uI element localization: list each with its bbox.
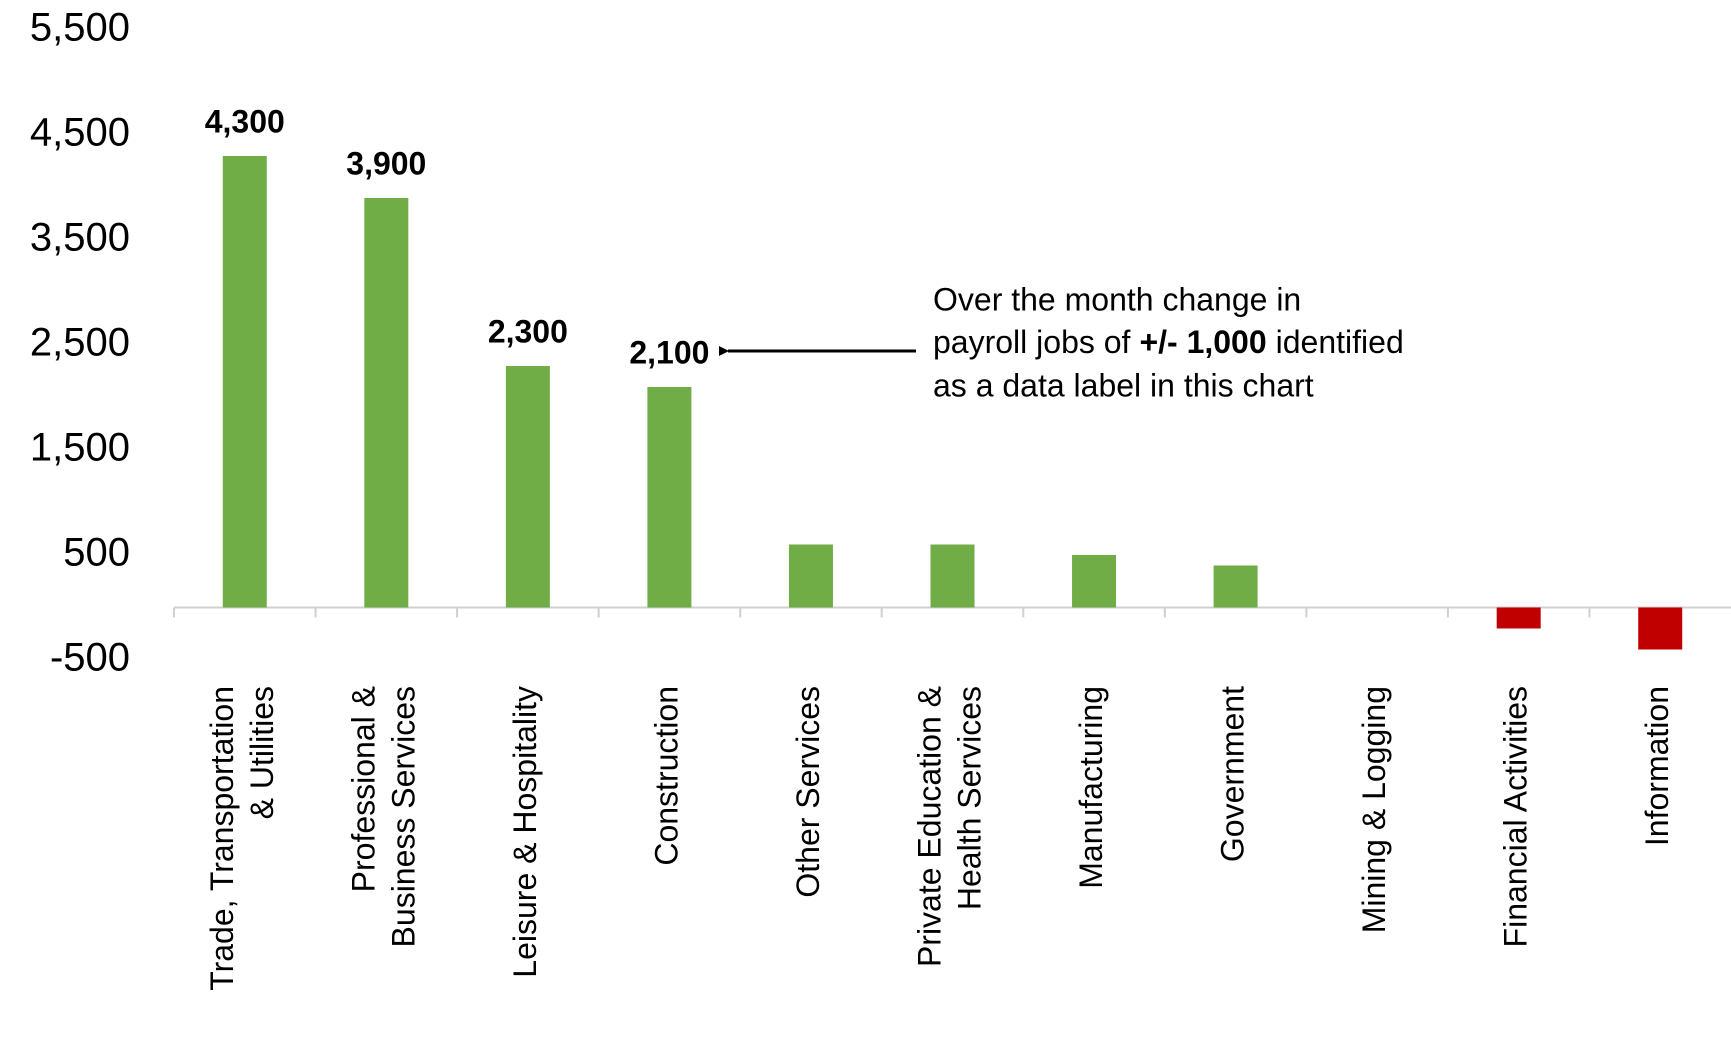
x-tick-label: Government xyxy=(1215,686,1251,862)
y-tick-label: 500 xyxy=(63,531,130,575)
y-tick-label: 1,500 xyxy=(30,426,130,470)
y-tick-label: -500 xyxy=(50,636,130,680)
x-tick-label: Other Services xyxy=(790,686,826,898)
annotation-bold: +/- 1,000 xyxy=(1139,324,1266,360)
bar xyxy=(222,156,267,608)
bar xyxy=(1072,555,1117,608)
x-tick-label: Trade, Transportation & Utilities xyxy=(204,686,280,991)
bar xyxy=(788,544,833,608)
annotation-part: identified xyxy=(1276,324,1404,360)
y-tick-label: 5,500 xyxy=(30,6,130,50)
annotation-line: as a data label in this chart xyxy=(933,367,1314,403)
y-tick-label: 3,500 xyxy=(30,216,130,260)
data-label: 2,100 xyxy=(629,334,709,370)
y-tick-label: 4,500 xyxy=(30,111,130,155)
bar xyxy=(930,544,975,608)
bar xyxy=(1496,607,1541,629)
bar xyxy=(1638,607,1683,650)
bar xyxy=(1213,565,1258,608)
x-tick-label: Information xyxy=(1640,686,1676,846)
data-label: 3,900 xyxy=(346,145,426,181)
annotation-line: Over the month change in xyxy=(933,281,1301,317)
x-tick-label: Mining & Logging xyxy=(1357,686,1393,933)
x-tick-label: Construction xyxy=(649,686,685,866)
x-tick-label: Manufacturing xyxy=(1073,686,1109,889)
x-tick-label: Financial Activities xyxy=(1498,686,1534,947)
annotation-part: payroll jobs of xyxy=(933,324,1131,360)
bar xyxy=(647,387,692,608)
data-label: 2,300 xyxy=(488,313,568,349)
bar xyxy=(505,366,550,608)
annotation-line: payroll jobs of +/- 1,000 identified xyxy=(933,324,1404,360)
x-tick-label: Leisure & Hospitality xyxy=(507,686,543,978)
y-tick-label: 2,500 xyxy=(30,321,130,365)
x-tick-label: Professional & Business Services xyxy=(346,686,422,947)
x-tick-label: Private Education & Health Services xyxy=(912,686,988,967)
bar xyxy=(364,198,409,608)
data-label: 4,300 xyxy=(205,103,285,139)
